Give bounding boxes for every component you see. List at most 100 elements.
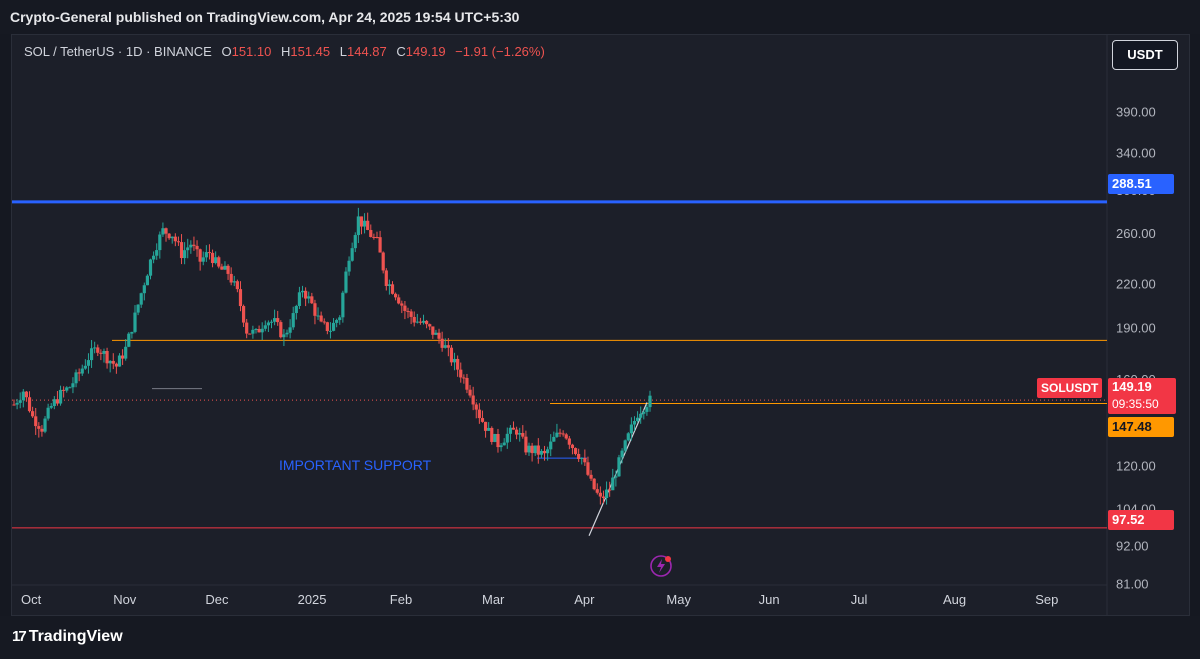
candle-body [387, 284, 391, 286]
candle-body [263, 325, 267, 329]
bar-countdown: 09:35:50 [1112, 397, 1159, 411]
y-tick-label: 390.00 [1116, 104, 1156, 119]
candle-body [552, 436, 556, 442]
candle-body [642, 411, 646, 414]
candle-body [226, 265, 230, 274]
candle-body [248, 333, 252, 335]
candle-body [366, 220, 370, 230]
candle-body [474, 404, 478, 410]
candle-body [573, 448, 578, 454]
important-support-label: IMPORTANT SUPPORT [279, 457, 432, 473]
candle-body [421, 320, 426, 323]
candle-body [204, 252, 208, 258]
x-tick-label: Aug [943, 592, 966, 607]
flash-icon[interactable] [649, 554, 673, 578]
x-tick-label: Oct [21, 592, 42, 607]
candle-body [136, 304, 140, 313]
candle-body [418, 321, 423, 323]
candle-body [207, 252, 212, 254]
candle-body [251, 329, 255, 334]
candle-body [524, 436, 528, 453]
candle-body [68, 387, 72, 389]
resistance-price-tag: 288.51 [1108, 174, 1174, 194]
tradingview-logo[interactable]: 17 TradingView [12, 628, 123, 646]
candle-body [645, 407, 649, 412]
y-tick-label: 260.00 [1116, 226, 1156, 241]
candle-body [533, 445, 537, 454]
candle-body [316, 315, 320, 317]
candle-body [189, 244, 193, 248]
candle-body [276, 318, 280, 323]
candle-body [300, 290, 305, 293]
open-value: 151.10 [231, 44, 272, 59]
candle-body [508, 427, 512, 434]
candle-body [307, 296, 311, 299]
candle-body [152, 255, 156, 260]
x-tick-label: Sep [1035, 592, 1058, 607]
candle-body [167, 233, 171, 239]
candle-body [328, 330, 333, 332]
candle-body [542, 450, 547, 454]
x-tick-label: 2025 [298, 592, 327, 607]
x-tick-label: May [666, 592, 691, 607]
candle-body [15, 402, 19, 405]
candle-body [586, 462, 590, 475]
candle-body [425, 320, 429, 325]
support-mid-price-tag: 147.48 [1108, 417, 1174, 437]
x-tick-label: Feb [390, 592, 412, 607]
symbol-price-tag: SOLUSDT [1037, 378, 1103, 398]
candle-body [567, 438, 571, 445]
candle-body [71, 383, 75, 388]
y-tick-label: 92.00 [1116, 538, 1149, 553]
candle-body [471, 395, 475, 405]
candle-body [80, 368, 84, 374]
chart-panel[interactable]: 390.00340.00300.00260.00220.00190.00160.… [11, 34, 1191, 617]
candle-body [148, 259, 153, 276]
candle-body [62, 389, 66, 391]
candle-body [378, 237, 382, 253]
candle-body [52, 399, 56, 407]
candle-body [198, 249, 202, 262]
candle-body [496, 433, 500, 448]
candle-body [390, 284, 395, 294]
candle-body [49, 406, 53, 408]
currency-button[interactable]: USDT [1112, 40, 1178, 70]
change-value: −1.91 (−1.26%) [455, 44, 545, 59]
candle-body [120, 355, 125, 359]
candle-body [164, 228, 168, 234]
candle-body [65, 387, 69, 391]
candle-body [400, 303, 404, 306]
candle-body [24, 391, 29, 398]
high-label: H [280, 44, 291, 59]
candle-body [83, 365, 87, 369]
candle-body [617, 457, 621, 477]
candle-body [338, 317, 342, 321]
candle-body [381, 252, 385, 271]
candle-body [89, 348, 94, 361]
candle-body [505, 433, 509, 443]
candle-body [229, 273, 233, 283]
candle-body [12, 404, 16, 406]
candle-body [558, 432, 562, 434]
high-value: 151.45 [290, 44, 331, 59]
candle-body [273, 318, 277, 322]
candle-body [521, 433, 525, 437]
candle-body [490, 427, 494, 442]
candle-body [99, 352, 103, 354]
candle-body [195, 245, 199, 250]
candle-body [639, 413, 643, 418]
candle-body [266, 322, 270, 326]
candle-body [192, 244, 196, 246]
candle-body [518, 433, 522, 435]
price-chart[interactable]: 390.00340.00300.00260.00220.00190.00160.… [12, 35, 1191, 617]
y-tick-label: 340.00 [1116, 145, 1156, 160]
candle-body [539, 450, 544, 455]
x-tick-label: Nov [113, 592, 137, 607]
candle-body [443, 345, 447, 348]
candle-body [514, 429, 519, 435]
tradingview-brand: TradingView [28, 628, 123, 645]
symbol-legend: SOL / TetherUS · 1D · BINANCE O151.10 H1… [24, 44, 545, 59]
low-value: 144.87 [347, 44, 387, 59]
candle-body [210, 252, 215, 264]
candle-body [161, 228, 165, 235]
